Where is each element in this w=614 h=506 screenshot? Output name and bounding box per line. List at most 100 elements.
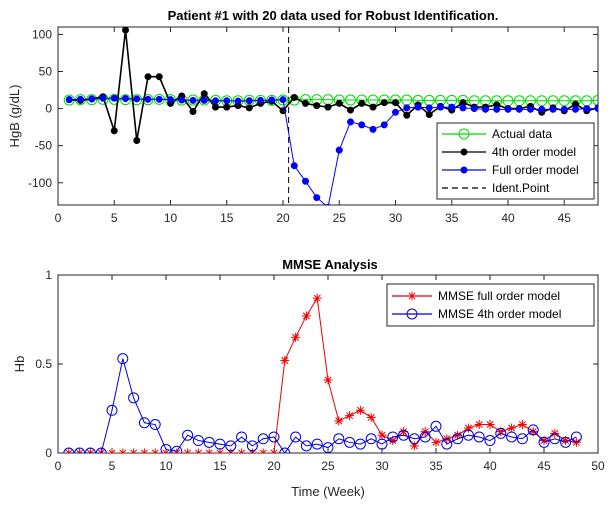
top-legend-marker-1: [460, 148, 468, 156]
bot-series-0-point-13: [204, 448, 214, 453]
bot-series-0-point-28-stroke-d2: [367, 413, 375, 421]
top-legend-marker-2: [460, 166, 468, 174]
bot-series-1-point-13: [203, 436, 215, 448]
top-chart-title: Patient #1 with 20 data used for Robust …: [168, 8, 499, 23]
top-y-axis: -100 -50 0 50 100: [28, 27, 598, 190]
bot-x-tick-label-4: 20: [267, 459, 281, 473]
bot-series-0-point-3: [96, 448, 106, 453]
top-series-2-point-19: [279, 96, 287, 104]
bot-series-0-point-26-stroke-d2: [346, 412, 354, 420]
bot-x-tick-label-6: 30: [375, 459, 389, 473]
top-y-tick-label-1: -50: [35, 139, 53, 153]
bot-y-tick-label-1: 0.5: [35, 357, 52, 371]
bot-series-1-point-44: [538, 436, 550, 448]
bot-series-0-point-6: [129, 448, 139, 453]
top-series-0-point-44: [558, 95, 570, 107]
top-series-0-point-25: [345, 94, 356, 106]
bot-series-1-point-18: [257, 433, 269, 445]
bot-series-0-point-3-stroke-d2: [100, 449, 105, 453]
bottom-x-axis: 0 5 10 15 20 25 30 35 40 45 50: [55, 275, 605, 473]
bot-series-1-point-0: [63, 447, 75, 453]
bot-series-0-point-27: [355, 405, 365, 415]
bot-legend-label-1: MMSE 4th order model: [438, 307, 561, 321]
bot-series-0-point-11: [183, 448, 193, 453]
bot-series-0-point-44-stroke-d2: [540, 437, 548, 445]
top-series-2-point-18: [268, 96, 276, 104]
top-series-2-point-21: [302, 177, 309, 185]
top-series-1-point-26: [358, 99, 366, 107]
bot-series-1-point-35: [441, 438, 453, 450]
top-series-2-point-12: [200, 96, 208, 104]
top-series-2-point-15: [234, 97, 242, 105]
top-legend-label-0: Actual data: [492, 127, 552, 141]
bot-x-tick-label-2: 10: [159, 459, 173, 473]
top-series-2-point-3: [99, 94, 107, 102]
bot-series-1-point-38: [473, 431, 485, 443]
top-series-1-point-29: [392, 99, 399, 107]
top-series-2-point-23: [325, 203, 331, 205]
bot-series-0-point-18-stroke-d1: [259, 449, 264, 453]
top-series-2-point-9: [167, 96, 174, 104]
bot-legend-marker-0: [407, 291, 417, 301]
top-y-axis-label: HgB (g/dL): [7, 85, 22, 148]
top-series-2-point-20: [290, 162, 298, 170]
bot-series-0-point-34-stroke-d2: [432, 438, 440, 446]
bot-series-0-point-9-stroke-d1: [162, 449, 167, 453]
top-series-2-point-7: [144, 95, 152, 103]
bot-series-1-point-15: [225, 440, 237, 452]
bot-series-line-1: [68, 358, 577, 453]
bot-series-0-point-12-stroke-d2: [197, 449, 202, 453]
top-series-0-point-42: [536, 95, 548, 107]
bot-series-0-point-38-stroke-d2: [475, 420, 483, 429]
bot-series-0-point-19-stroke-d2: [273, 449, 278, 453]
top-series-2-point-32: [425, 104, 433, 112]
bot-series-0-point-39-stroke-d2: [486, 420, 494, 429]
bot-series-0-point-20-stroke-d2: [281, 356, 289, 364]
bot-series-1-point-4: [106, 404, 118, 416]
top-y-tick-label-2: 0: [45, 102, 52, 116]
bot-series-1-point-24: [322, 442, 334, 453]
top-y-tick-label-0: -100: [28, 176, 52, 190]
top-x-tick-label-4: 20: [276, 211, 290, 225]
bot-series-1-point-41: [506, 431, 518, 443]
top-series-1-point-14: [223, 103, 231, 111]
bot-series-0-point-31-stroke-d2: [400, 428, 408, 436]
bot-series-0-point-7-stroke-d1: [140, 449, 146, 453]
bot-series-0-point-41-stroke-d2: [508, 424, 516, 432]
bot-x-tick-label-9: 45: [537, 459, 551, 473]
bot-series-1-point-8: [149, 419, 161, 431]
top-series-2-point-37: [482, 105, 489, 113]
top-series-2-point-44: [560, 105, 568, 113]
top-x-tick-label-7: 35: [445, 211, 459, 225]
bot-series-0-point-14: [215, 448, 225, 453]
top-series-1-point-11: [189, 108, 197, 116]
bot-series-0-point-14-stroke-d1: [216, 449, 221, 453]
bot-series-1-point-23: [311, 438, 323, 450]
bot-series-1-point-40: [495, 427, 507, 439]
top-chart: Patient #1 with 20 data used for Robust …: [7, 8, 599, 225]
bot-series-0-point-5: [118, 448, 128, 453]
bot-series-0-point-1-stroke-d2: [78, 449, 84, 453]
top-series-2-point-11: [189, 96, 197, 104]
bottom-y-axis-label: Hb: [12, 356, 27, 373]
top-legend-label-2: Full order model: [492, 163, 579, 177]
top-series-2-point-5: [122, 95, 129, 103]
bot-legend-marker-1: [406, 308, 418, 320]
top-series-2-point-6: [133, 95, 141, 103]
bot-series-0-point-41: [507, 423, 517, 433]
bot-series-0-point-21: [291, 332, 301, 342]
bot-series-0-point-22-stroke-d2: [302, 312, 310, 320]
top-legend-box: [436, 122, 595, 200]
bot-series-1-point-14: [214, 438, 226, 450]
bot-series-0-point-24-stroke-d2: [324, 376, 332, 384]
bot-series-0-point-24: [323, 375, 333, 385]
bot-series-1-point-28: [365, 433, 377, 445]
top-series-1-point-20: [290, 93, 298, 101]
bot-series-1-point-36: [452, 433, 464, 445]
top-series-2-point-45: [572, 105, 579, 113]
bot-series-1-point-17: [246, 440, 258, 452]
top-series-0-point-4: [108, 93, 120, 105]
top-series-2-point-8: [155, 95, 163, 103]
bot-legend-entry-0: MMSE full order model: [392, 289, 560, 303]
top-series-2-point-25: [347, 118, 354, 126]
